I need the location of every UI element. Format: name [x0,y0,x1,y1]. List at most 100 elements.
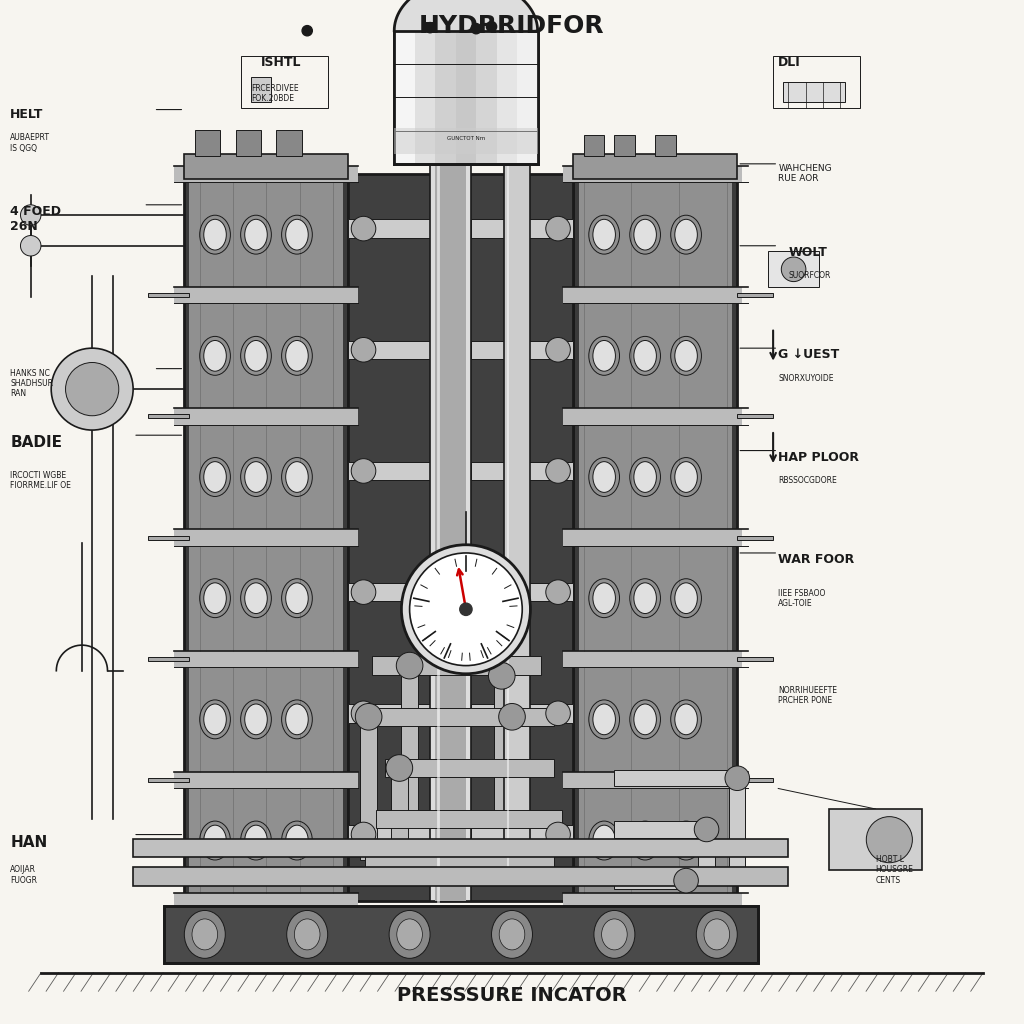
Ellipse shape [286,705,308,735]
Bar [174,166,358,182]
Bar [563,893,742,909]
Bar [456,31,476,164]
Circle shape [471,24,481,34]
Circle shape [694,817,719,842]
Bar [373,656,541,675]
Text: WAR FOOR: WAR FOOR [778,553,854,566]
Bar [471,341,573,359]
Ellipse shape [634,825,656,856]
Ellipse shape [634,583,656,613]
Circle shape [355,703,382,730]
Text: RBSSOCGDORE: RBSSOCGDORE [778,476,837,485]
Circle shape [386,755,413,781]
Ellipse shape [675,219,697,250]
Circle shape [20,205,41,225]
Text: HANKS NC
SHADHSUR
RAN: HANKS NC SHADHSUR RAN [10,369,53,398]
Bar [236,130,261,156]
Bar [133,867,788,886]
Bar [471,825,573,844]
Circle shape [488,663,515,689]
Bar [348,462,430,480]
Text: BADIE: BADIE [10,435,62,451]
Circle shape [351,580,376,604]
Bar [391,768,408,860]
Ellipse shape [389,910,430,958]
Circle shape [546,338,570,362]
Circle shape [546,580,570,604]
Bar [348,341,430,359]
Bar [737,293,773,297]
Bar [133,839,788,857]
Bar [366,851,554,869]
Bar [241,56,328,108]
Bar [829,809,922,870]
Bar [573,174,737,901]
Text: G ↓UEST: G ↓UEST [778,348,840,361]
Ellipse shape [286,825,308,856]
Bar [189,425,343,529]
Circle shape [351,459,376,483]
Ellipse shape [675,583,697,613]
Text: AUBAEPRT
IS QGQ: AUBAEPRT IS QGQ [10,133,50,153]
Bar [579,546,732,650]
Bar [184,154,348,179]
Ellipse shape [602,919,627,950]
Ellipse shape [286,219,308,250]
Bar [148,656,189,660]
Ellipse shape [204,583,226,613]
Bar [737,778,773,782]
Bar [174,287,358,303]
Bar [348,825,430,844]
Ellipse shape [593,340,615,372]
Bar [504,717,520,860]
Bar [174,893,358,909]
Bar [729,778,745,881]
Ellipse shape [500,919,524,950]
Circle shape [351,338,376,362]
Ellipse shape [204,705,226,735]
Text: SNORXUYOIDE: SNORXUYOIDE [778,374,834,383]
Text: HAP PLOOR: HAP PLOOR [778,451,859,464]
Ellipse shape [204,825,226,856]
Bar [184,174,348,901]
Ellipse shape [593,219,615,250]
Bar [148,536,189,540]
Text: PRESSSURE INCATOR: PRESSSURE INCATOR [397,986,627,1005]
Circle shape [396,652,423,679]
Bar [737,415,773,419]
Bar [698,829,715,881]
Bar [430,51,471,901]
Ellipse shape [286,340,308,372]
Bar [148,778,189,782]
Bar [394,31,538,164]
Bar [251,77,271,102]
Ellipse shape [245,705,267,735]
Text: WOLT: WOLT [788,246,827,259]
Ellipse shape [593,583,615,613]
Bar [348,219,430,238]
Ellipse shape [492,910,532,958]
Text: SUORFCOR: SUORFCOR [788,271,830,281]
Bar [579,667,732,772]
Ellipse shape [866,817,912,862]
Ellipse shape [634,340,656,372]
Ellipse shape [634,462,656,493]
Bar [579,788,732,893]
Ellipse shape [245,583,267,613]
Ellipse shape [634,705,656,735]
Bar [584,135,604,156]
Ellipse shape [245,219,267,250]
Ellipse shape [593,825,615,856]
Bar [394,31,538,164]
Circle shape [781,257,806,282]
Bar [174,529,358,546]
Bar [164,906,758,963]
Bar [614,872,686,889]
Ellipse shape [634,219,656,250]
Circle shape [725,766,750,791]
Bar [563,772,742,788]
Circle shape [674,868,698,893]
Bar [394,128,538,154]
Ellipse shape [593,705,615,735]
Bar [394,31,415,164]
